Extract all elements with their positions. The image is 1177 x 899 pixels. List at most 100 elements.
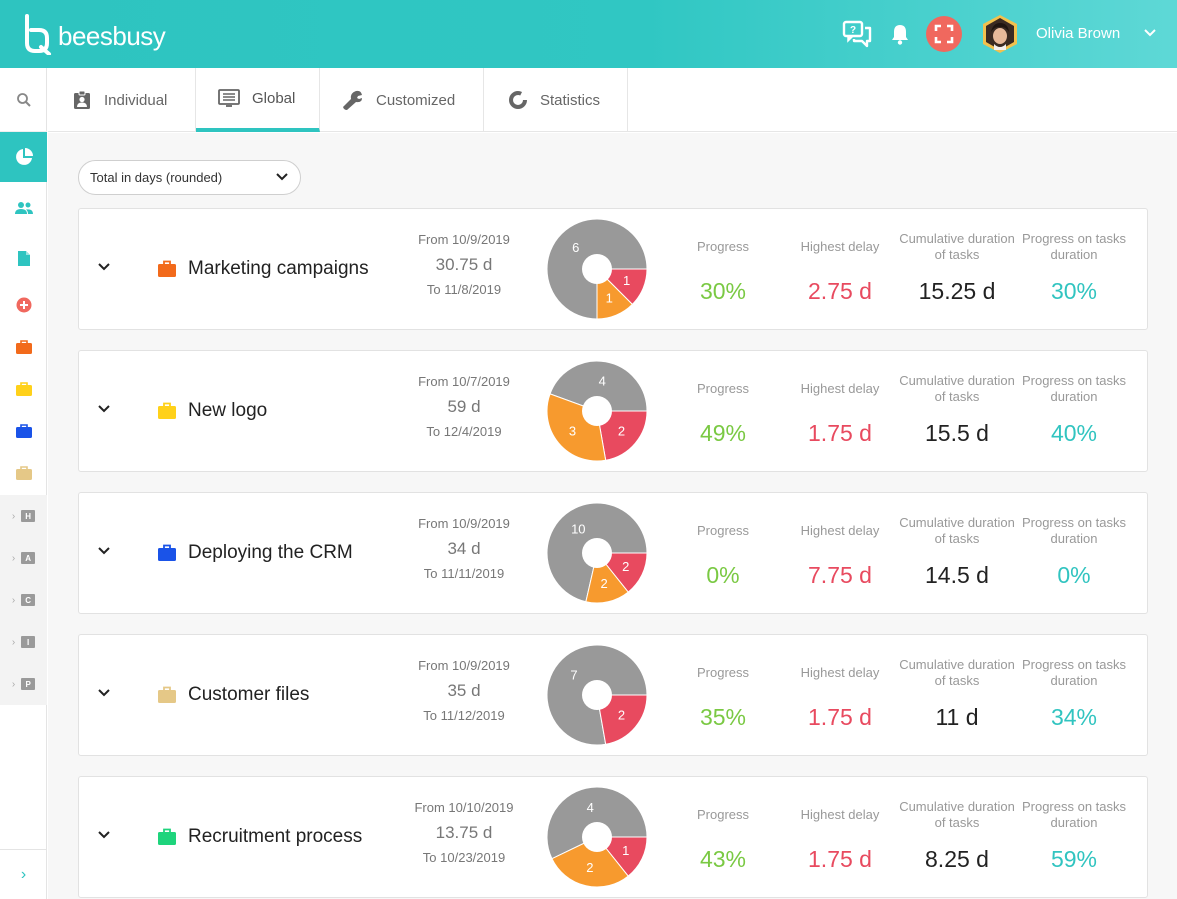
sidebar-folder-i[interactable]: › I — [0, 621, 47, 663]
pie-slice-orange — [551, 836, 629, 888]
metric-label: Cumulative duration of tasks — [899, 373, 1015, 404]
top-bar: beesbusy ? Olivia Brown — [0, 0, 1177, 68]
sidebar-item-team[interactable] — [0, 187, 47, 229]
sidebar-project-beige[interactable] — [0, 452, 47, 494]
metric-label: Cumulative duration of tasks — [899, 231, 1015, 262]
clipboard-user-icon — [74, 90, 90, 109]
document-icon — [17, 250, 30, 266]
task-status-pie: 10 22 — [546, 502, 648, 604]
chevron-down-icon[interactable] — [97, 262, 111, 272]
project-name[interactable]: Recruitment process — [188, 826, 363, 847]
sidebar-expand-button[interactable]: › — [0, 849, 47, 899]
chevron-right-icon: › — [11, 552, 16, 564]
project-name[interactable]: Deploying the CRM — [188, 542, 353, 563]
metric-value: 0% — [706, 562, 740, 588]
donut-chart-icon — [509, 91, 527, 109]
metric-label: Progress on tasks duration — [1021, 515, 1127, 546]
chevron-down-icon[interactable] — [97, 404, 111, 414]
metric-value: 0% — [1057, 562, 1091, 588]
end-date: To 11/11/2019 — [423, 566, 505, 581]
project-dates: From 10/9/2019 34 d To 11/11/2019 — [389, 515, 539, 583]
project-name[interactable]: Customer files — [188, 684, 310, 705]
task-status-pie: 4 1 2 — [546, 786, 648, 888]
metric-value: 1.75 d — [808, 420, 872, 446]
metric-value: 30% — [699, 278, 747, 304]
metric-label: Progress — [696, 239, 750, 254]
chevron-down-icon[interactable] — [97, 830, 111, 840]
metric-label: Highest delay — [800, 381, 880, 396]
briefcase-icon — [158, 544, 176, 561]
user-name[interactable]: Olivia Brown — [1036, 25, 1121, 42]
tab-individual[interactable]: Individual — [48, 68, 196, 132]
user-avatar[interactable] — [981, 14, 1019, 54]
sidebar-item-documents[interactable] — [0, 237, 47, 279]
pie-slice-label: 4 — [599, 374, 606, 389]
metric-value: 59% — [1050, 846, 1098, 872]
metric-cumulative-duration: Cumulative duration of tasks 14.5 d — [897, 515, 1017, 590]
metric-highest-delay: Highest delay 1.75 d — [780, 657, 900, 732]
pie-slice-label: 3 — [569, 424, 576, 439]
metric-value: 7.75 d — [808, 562, 872, 588]
metric-progress-on-duration: Progress on tasks duration 34% — [1014, 657, 1134, 732]
sidebar-project-blue[interactable] — [0, 410, 47, 452]
metric-label: Progress on tasks duration — [1021, 231, 1127, 262]
pie-slice-label: 2 — [600, 576, 607, 591]
fullscreen-button[interactable] — [926, 16, 962, 52]
folder-letter: P — [21, 678, 36, 690]
project-dates: From 10/9/2019 30.75 d To 11/8/2019 — [389, 231, 539, 299]
sidebar-search-button[interactable] — [0, 68, 47, 132]
chevron-down-icon[interactable] — [1142, 27, 1158, 39]
beesbusy-logo[interactable]: beesbusy — [22, 12, 166, 56]
metric-label: Progress — [696, 523, 750, 538]
sidebar-folder-a[interactable]: › A — [0, 537, 47, 579]
tab-statistics[interactable]: Statistics — [484, 68, 628, 132]
metric-progress-on-duration: Progress on tasks duration 0% — [1014, 515, 1134, 590]
chevron-right-icon: › — [11, 510, 16, 522]
folder-letter: H — [21, 510, 36, 522]
tab-label: Individual — [104, 91, 168, 109]
project-card[interactable]: Marketing campaigns From 10/9/2019 30.75… — [78, 208, 1148, 330]
pie-slice-label: 2 — [586, 860, 593, 875]
tab-customized[interactable]: Customized — [320, 68, 484, 132]
end-date: To 10/23/2019 — [422, 850, 506, 865]
project-name[interactable]: New logo — [188, 400, 268, 421]
pie-hole — [582, 538, 612, 568]
bell-icon[interactable] — [889, 22, 911, 46]
project-card[interactable]: Customer files From 10/9/2019 35 d To 11… — [78, 634, 1148, 756]
project-duration: 13.75 d — [435, 823, 493, 842]
search-icon — [16, 92, 31, 107]
metric-progress: Progress 0% — [663, 515, 783, 590]
sidebar-project-orange[interactable] — [0, 326, 47, 368]
sidebar-project-yellow[interactable] — [0, 368, 47, 410]
logo-text: beesbusy — [58, 20, 166, 51]
metric-progress-on-duration: Progress on tasks duration 40% — [1014, 373, 1134, 448]
metric-label: Progress on tasks duration — [1021, 373, 1127, 404]
metric-value: 14.5 d — [925, 562, 989, 588]
pie-slice-red — [596, 410, 648, 461]
pie-hole — [582, 680, 612, 710]
chevron-down-icon[interactable] — [97, 546, 111, 556]
sidebar-item-add-project[interactable] — [0, 284, 47, 326]
logo-mark-icon — [25, 14, 51, 55]
project-name[interactable]: Marketing campaigns — [188, 258, 369, 279]
add-circle-icon — [16, 297, 31, 313]
pie-slice-label: 10 — [571, 522, 585, 537]
project-card[interactable]: New logo From 10/7/2019 59 d To 12/4/201… — [78, 350, 1148, 472]
metric-highest-delay: Highest delay 1.75 d — [780, 799, 900, 874]
metric-label: Highest delay — [800, 239, 880, 254]
sidebar-folder-h[interactable]: › H — [0, 495, 47, 537]
chevron-down-icon[interactable] — [97, 688, 111, 698]
project-dates: From 10/7/2019 59 d To 12/4/2019 — [389, 373, 539, 441]
project-card[interactable]: Deploying the CRM From 10/9/2019 34 d To… — [78, 492, 1148, 614]
tab-global[interactable]: Global — [196, 68, 320, 132]
duration-unit-select[interactable]: Total in days (rounded) — [78, 160, 301, 195]
chat-help-icon[interactable]: ? — [842, 20, 872, 48]
pie-hole — [582, 396, 612, 426]
metric-value: 49% — [699, 420, 747, 446]
project-card[interactable]: Recruitment process From 10/10/2019 13.7… — [78, 776, 1148, 898]
pie-slice-label: 2 — [618, 424, 625, 439]
sidebar-item-dashboard[interactable] — [0, 132, 47, 182]
main-content: Total in days (rounded) Marketing campai… — [48, 133, 1177, 899]
sidebar-folder-c[interactable]: › C — [0, 579, 47, 621]
sidebar-folder-p[interactable]: › P — [0, 663, 47, 705]
